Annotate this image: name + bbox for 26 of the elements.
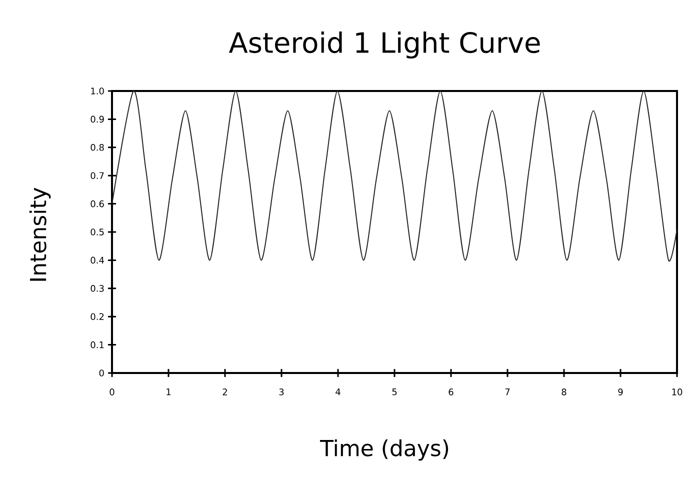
x-tick-label: 5 <box>392 388 397 396</box>
x-tick-label: 8 <box>562 388 566 396</box>
x-tick-label: 2 <box>222 388 227 396</box>
y-tick-label: 0.9 <box>90 116 104 123</box>
x-tick-label: 9 <box>618 388 623 396</box>
y-tick-label: 0.8 <box>90 144 104 151</box>
x-tick-label: 3 <box>279 388 284 396</box>
y-tick-label: 0.6 <box>90 200 104 208</box>
x-tick-label: 0 <box>110 388 114 396</box>
chart-title: Asteroid 1 Light Curve <box>228 31 540 59</box>
x-tick-label: 7 <box>505 388 510 396</box>
x-tick-label: 1 <box>166 388 171 396</box>
x-tick-label: 6 <box>448 388 454 396</box>
y-tick-label: 0.4 <box>90 256 104 264</box>
y-tick-label: 0.3 <box>90 284 104 292</box>
y-tick-label: 0.5 <box>90 228 104 236</box>
y-tick-label: 0.1 <box>90 341 104 348</box>
x-tick-label: 10 <box>672 388 682 396</box>
x-axis-title: Time (days) <box>320 439 448 461</box>
y-tick-label: 0 <box>99 370 104 376</box>
line-series <box>112 90 678 261</box>
y-tick-label: 1.0 <box>91 88 104 94</box>
y-tick-label: 0.7 <box>90 172 104 179</box>
y-tick-label: 0.2 <box>90 313 104 320</box>
y-axis-title: Intensity <box>29 188 51 281</box>
x-tick-label: 4 <box>336 388 340 396</box>
